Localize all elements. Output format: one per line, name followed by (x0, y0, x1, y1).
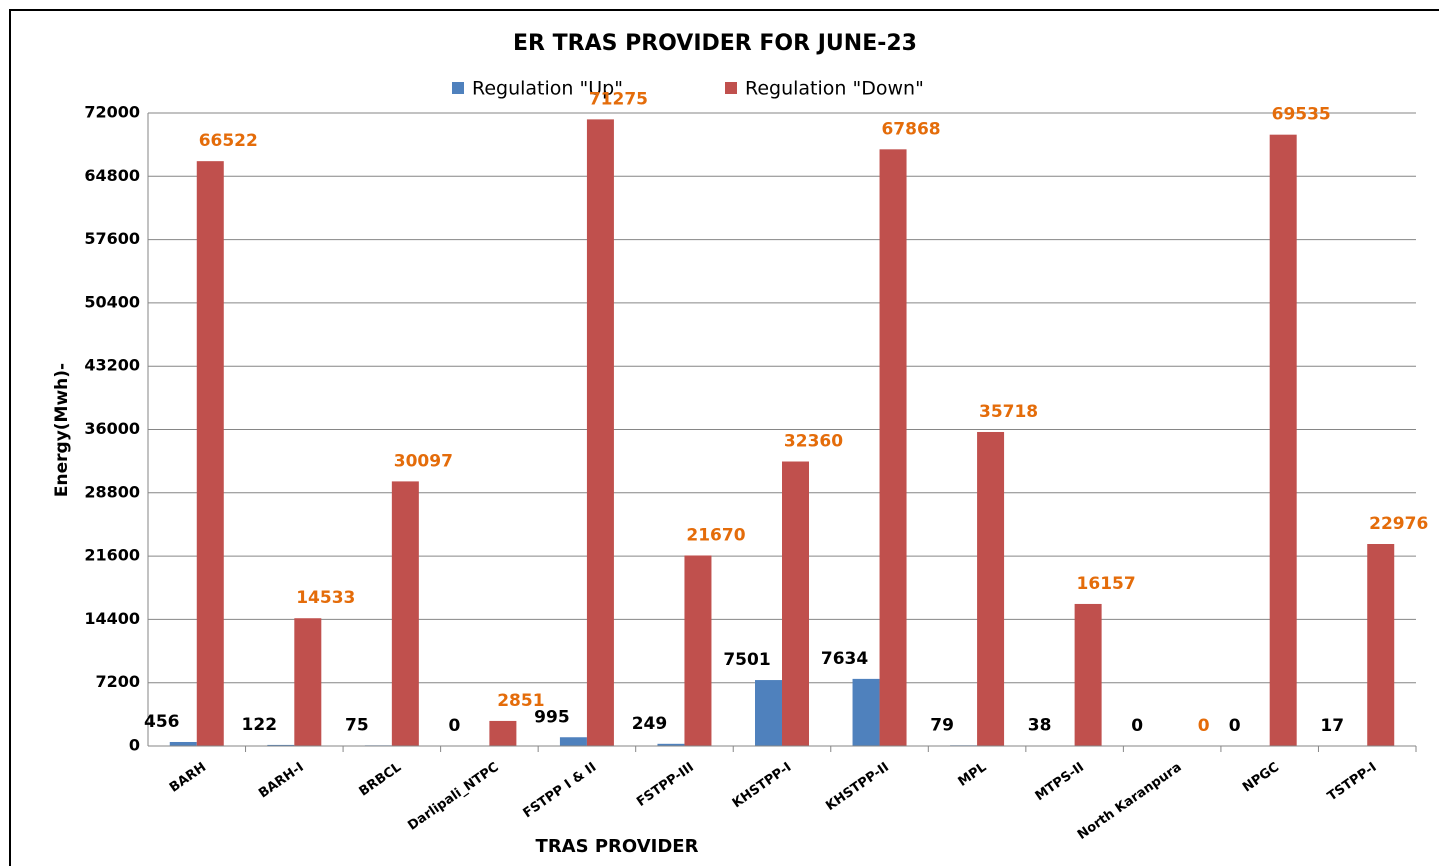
data-label: 2851 (497, 691, 544, 711)
data-label: 0 (1198, 716, 1210, 736)
data-label: 30097 (394, 451, 453, 471)
bar (586, 119, 614, 746)
data-label: 69535 (1272, 105, 1331, 125)
data-label: 7501 (723, 650, 770, 670)
legend-label: Regulation "Up" (472, 78, 623, 100)
bar (391, 481, 419, 746)
y-tick-label: 0 (129, 736, 140, 755)
y-tick-label: 64800 (84, 166, 140, 185)
bar (755, 680, 782, 746)
legend-swatch (725, 82, 737, 94)
bar (294, 618, 322, 746)
bar (196, 161, 224, 746)
y-tick-label: 7200 (95, 672, 140, 691)
bar (879, 149, 907, 747)
y-tick-label: 50400 (84, 292, 140, 311)
data-label: 22976 (1369, 514, 1428, 534)
data-label: 75 (345, 715, 369, 735)
bar (782, 461, 809, 746)
y-tick-label: 43200 (84, 356, 140, 375)
data-label: 38 (1028, 716, 1052, 736)
bar (657, 743, 685, 746)
legend-swatch (452, 82, 464, 94)
bar (684, 555, 712, 746)
chart-title: ER TRAS PROVIDER FOR JUNE-23 (513, 31, 917, 56)
chart-border (9, 9, 1439, 866)
y-tick-label: 28800 (84, 482, 140, 501)
data-label: 249 (632, 714, 668, 734)
data-label: 32360 (784, 432, 843, 452)
bar (1074, 603, 1102, 746)
bar (1367, 544, 1395, 746)
bar (489, 720, 517, 746)
y-tick-label: 36000 (84, 419, 140, 438)
bar (852, 678, 880, 746)
data-label: 0 (1229, 716, 1241, 736)
data-label: 16157 (1077, 574, 1136, 594)
bar (977, 431, 1005, 746)
data-label: 14533 (296, 588, 355, 608)
y-tick-label: 21600 (84, 546, 140, 565)
data-label: 21670 (686, 525, 745, 545)
data-label: 995 (534, 707, 570, 727)
bar (267, 744, 295, 746)
data-label: 67868 (881, 119, 940, 139)
bar (559, 737, 587, 746)
data-label: 35718 (979, 402, 1038, 422)
data-label: 456 (144, 712, 180, 732)
data-label: 0 (448, 716, 460, 736)
y-axis-title: Energy(Mwh)- (52, 363, 72, 497)
y-tick-label: 72000 (84, 103, 140, 122)
data-label: 79 (930, 715, 954, 735)
data-label: 17 (1320, 716, 1344, 736)
data-label: 122 (242, 715, 278, 735)
data-label: 7634 (821, 649, 868, 669)
data-label: 0 (1131, 716, 1143, 736)
bar (169, 741, 197, 746)
legend-label: Regulation "Down" (745, 78, 924, 100)
y-tick-label: 14400 (84, 609, 140, 628)
y-tick-label: 57600 (84, 229, 140, 248)
bar (1269, 134, 1297, 747)
x-axis-title: TRAS PROVIDER (536, 836, 699, 857)
data-label: 71275 (589, 89, 648, 109)
data-label: 66522 (199, 131, 258, 151)
